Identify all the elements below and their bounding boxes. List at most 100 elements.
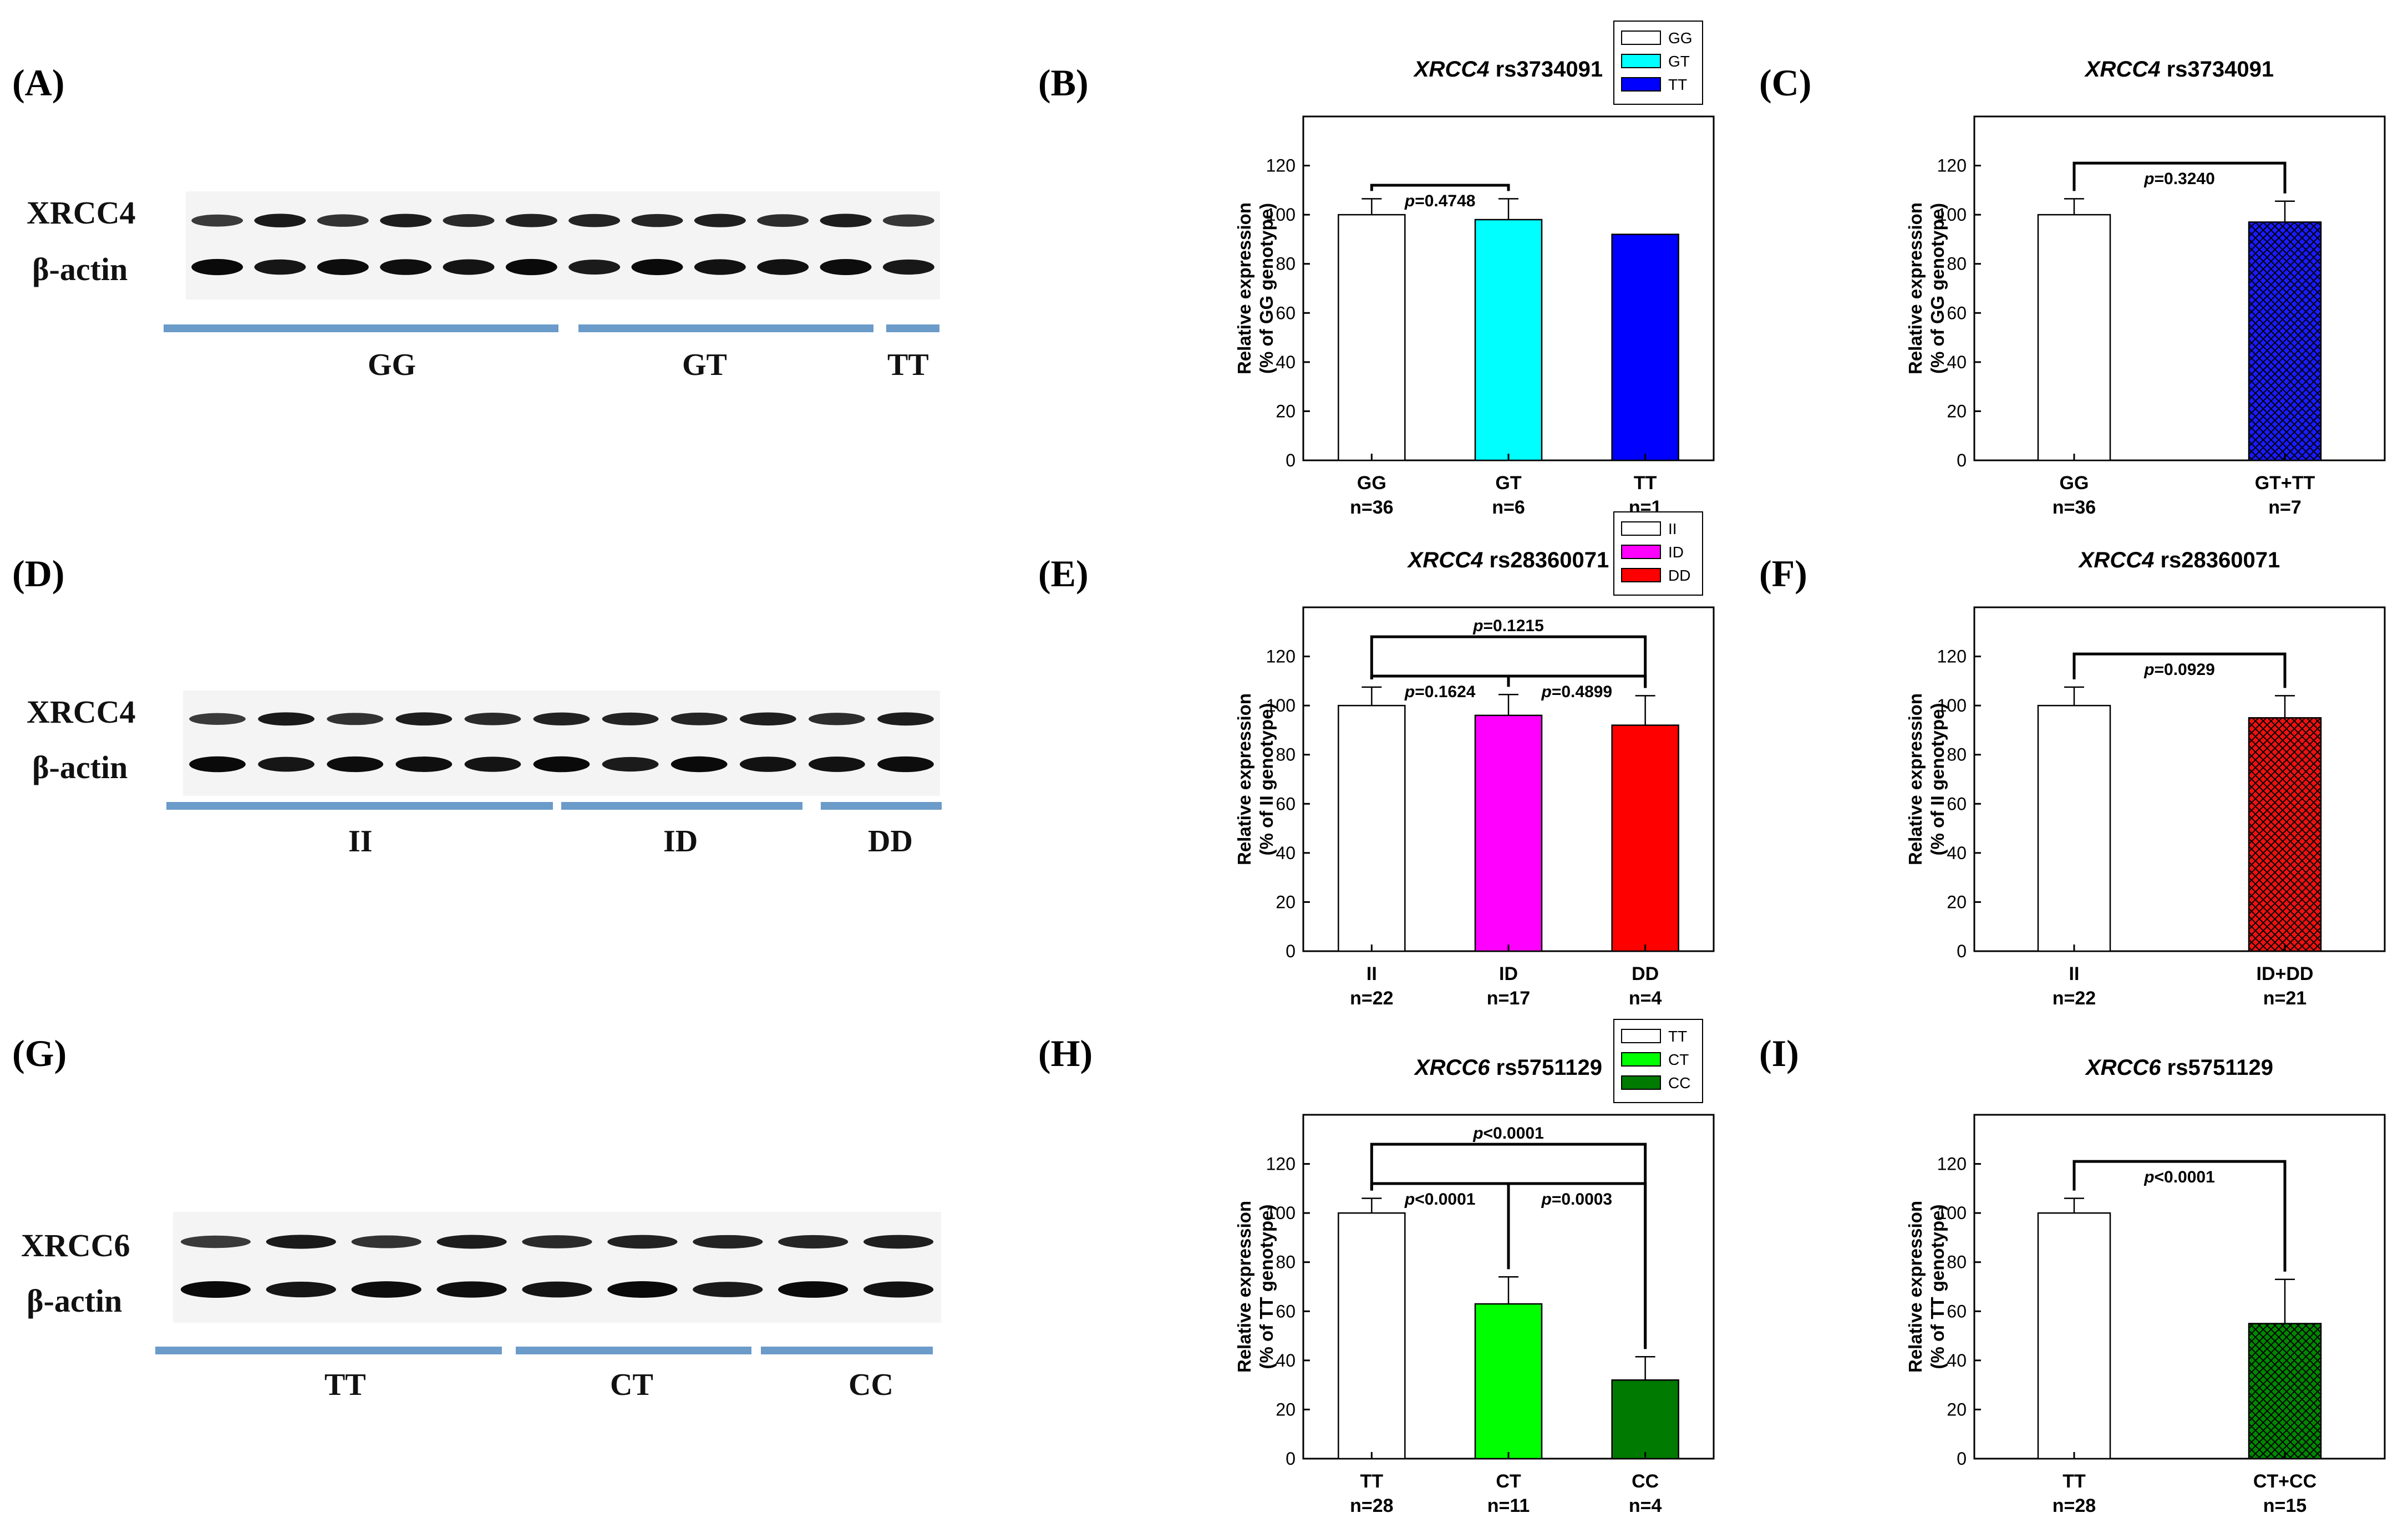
x-tick-label: GT+TT	[2255, 473, 2315, 494]
p-value-label: p=0.0929	[2143, 661, 2215, 679]
chart-title: XRCC4 rs3734091	[1413, 57, 1603, 82]
blot-band-actin	[180, 1281, 251, 1298]
x-tick-label: TT	[1360, 1471, 1384, 1492]
blot-band-actin	[317, 259, 369, 275]
blot-d-group-label-ii: II	[348, 824, 373, 859]
plot-frame	[1973, 115, 2386, 461]
significance-bracket	[2072, 652, 2287, 688]
panel-label-f: (F)	[1759, 552, 1807, 595]
y-tick-label: 60	[1276, 1301, 1296, 1321]
legend-swatch	[1621, 1075, 1661, 1090]
y-tick-label: 100	[1937, 1203, 1967, 1223]
y-axis-label-line: (% of II genotype)	[1256, 703, 1277, 856]
blot-g-group-label-cc: CC	[849, 1368, 893, 1402]
y-tick-label: 120	[1266, 647, 1296, 667]
y-tick-label: 0	[1286, 1449, 1296, 1469]
blot-a-group-label-tt: TT	[887, 348, 929, 382]
chart-title: XRCC6 rs5751129	[1414, 1055, 1602, 1080]
y-tick-label: 20	[1947, 892, 1967, 912]
legend-swatch	[1621, 31, 1661, 45]
blot-band-actin	[351, 1281, 421, 1298]
y-tick-label: 80	[1276, 1252, 1296, 1272]
chart-title-snp: rs5751129	[2161, 1055, 2273, 1080]
blot-band-target	[327, 713, 384, 725]
blot-g-image	[173, 1212, 941, 1323]
blot-band-target	[266, 1235, 336, 1249]
bar-II	[1338, 704, 1406, 952]
blot-band-target	[820, 214, 872, 227]
blot-band-target	[443, 214, 495, 227]
y-axis-label: Relative expression(% of GG genotype)	[1234, 202, 1277, 374]
blot-band-actin	[505, 258, 557, 276]
y-axis-label-line: Relative expression	[1234, 202, 1254, 374]
y-tick-label: 120	[1266, 1154, 1296, 1174]
legend-label: CT	[1668, 1051, 1689, 1068]
y-axis-label-line: Relative expression	[1234, 1201, 1254, 1373]
blot-band-target	[631, 214, 683, 227]
blot-band-actin	[882, 259, 934, 275]
bar-TT	[2037, 1212, 2111, 1460]
y-axis-label-line: Relative expression	[1905, 1201, 1926, 1373]
y-tick-label: 80	[1947, 254, 1967, 274]
legend-label: TT	[1668, 1028, 1687, 1045]
blot-band-actin	[266, 1281, 336, 1298]
blot-band-target	[568, 214, 621, 227]
plot-frame	[1973, 1114, 2386, 1460]
x-n-label: n=22	[1350, 988, 1393, 1009]
chart-h: XRCC6 rs5751129 0 20 40 60 80 100 120 Relative e…	[1154, 1015, 1741, 1513]
bar-GT	[1474, 219, 1543, 461]
chart-title-snp: rs5751129	[1490, 1055, 1602, 1080]
blot-band-target	[380, 214, 432, 227]
bar-CC	[1611, 1379, 1679, 1460]
blot-band-target	[778, 1235, 849, 1249]
y-tick-label: 120	[1937, 156, 1967, 176]
y-tick-label: 100	[1937, 695, 1967, 715]
blot-band-actin	[189, 756, 246, 773]
blot-a-group-label-gt: GT	[682, 348, 727, 382]
significance-bracket	[2072, 1160, 2287, 1272]
x-tick-label: CT	[1496, 1471, 1521, 1492]
blot-band-target	[607, 1235, 678, 1249]
blot-band-actin	[602, 756, 659, 772]
blot-band-actin	[395, 756, 453, 772]
panel-label-a: (A)	[12, 62, 65, 104]
blot-band-target	[863, 1235, 934, 1249]
blot-band-actin	[694, 259, 746, 275]
legend-label: DD	[1668, 567, 1690, 584]
significance-bracket	[1370, 184, 1510, 191]
blot-band-target	[693, 1235, 763, 1249]
blot-a-loading-label: β-actin	[32, 251, 128, 287]
y-tick-label: 20	[1276, 401, 1296, 421]
blot-band-actin	[607, 1281, 678, 1298]
blot-band-target	[254, 214, 306, 227]
y-axis-label-line: (% of II genotype)	[1927, 703, 1948, 856]
legend-swatch	[1621, 521, 1661, 536]
blot-d-group-label-id: ID	[663, 824, 698, 859]
bar-TT	[1338, 1212, 1406, 1460]
x-tick-label: CC	[1632, 1471, 1659, 1492]
blot-band-target	[180, 1235, 251, 1248]
chart-title-gene: XRCC6	[1414, 1055, 1490, 1080]
blot-band-target	[258, 712, 315, 726]
y-axis-label: Relative expression(% of GG genotype)	[1905, 202, 1948, 374]
bar-II	[2037, 704, 2111, 952]
x-tick-label: TT	[2062, 1471, 2086, 1492]
y-tick-label: 60	[1947, 794, 1967, 814]
p-value-label: p<0.0001	[1472, 1124, 1544, 1143]
plot-frame	[1973, 606, 2386, 952]
x-n-label: n=28	[1350, 1495, 1393, 1513]
blot-band-target	[739, 712, 796, 726]
blot-band-target	[317, 214, 369, 227]
legend-swatch	[1621, 568, 1661, 582]
chart-title-gene: XRCC4	[2078, 548, 2155, 572]
y-tick-label: 0	[1957, 450, 1967, 470]
x-n-label: n=28	[2053, 1495, 2096, 1513]
blot-band-target	[436, 1235, 507, 1249]
chart-title-snp: rs28360071	[1483, 548, 1609, 572]
blot-a-group-bar-tt	[886, 324, 939, 332]
panel-label-e: (E)	[1038, 552, 1089, 595]
p-value-label: p<0.0001	[1404, 1190, 1476, 1209]
panel-label-b: (B)	[1038, 62, 1089, 104]
p-value-label: p=0.4899	[1541, 683, 1613, 701]
x-n-label: n=36	[2053, 497, 2096, 518]
